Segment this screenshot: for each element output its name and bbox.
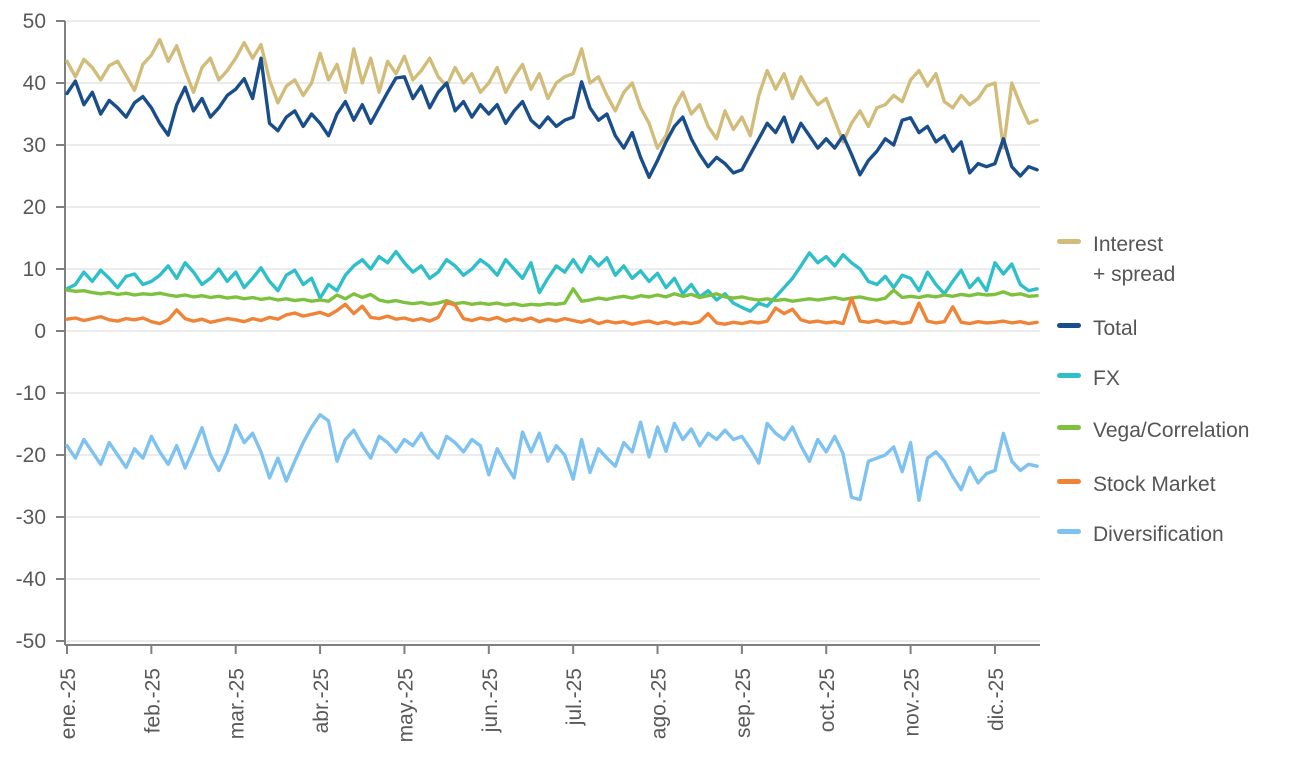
y-axis-label: -20 [16, 444, 46, 467]
x-axis-label: feb.-25 [141, 668, 164, 733]
y-axis-label: 40 [23, 72, 46, 95]
x-axis-label: ene.-25 [57, 668, 80, 739]
legend-swatch [1057, 373, 1081, 378]
x-axis-label: nov.-25 [901, 668, 924, 737]
x-axis-label: may.-25 [394, 668, 417, 742]
legend-label: Vega/Correlation [1093, 419, 1250, 442]
legend-swatch [1057, 529, 1081, 534]
y-axis-label: -40 [16, 568, 46, 591]
series-line-stock-market [65, 296, 1039, 326]
y-axis-label: 30 [23, 134, 46, 157]
y-axis-label: -50 [16, 630, 46, 653]
legend-swatch [1057, 239, 1081, 244]
x-axis-label: jun.-25 [479, 668, 502, 733]
series-line-total [65, 56, 1039, 179]
legend-item-diversification: Diversification [1057, 520, 1224, 550]
legend-label: FX [1093, 367, 1120, 390]
x-axis-label: abr.-25 [310, 668, 333, 733]
y-axis-label: 20 [23, 196, 46, 219]
chart-legend: Interest + spread Total FX Vega/Correlation… [1057, 0, 1300, 760]
legend-item-fx: FX [1057, 364, 1120, 394]
legend-label: Interest + spread [1093, 233, 1176, 286]
legend-item-stock-market: Stock Market [1057, 470, 1216, 500]
legend-item-total: Total [1057, 314, 1137, 344]
y-axis-label: 10 [23, 258, 46, 281]
series-line-diversification [65, 413, 1039, 502]
legend-swatch [1057, 323, 1081, 328]
x-axis-label: sep.-25 [732, 668, 755, 738]
x-axis-label: mar.-25 [226, 668, 249, 739]
legend-item-vega-correlation: Vega/Correlation [1057, 416, 1249, 446]
y-axis-label: -30 [16, 506, 46, 529]
x-axis-label: ago.-25 [648, 668, 671, 739]
x-axis-label: jul.-25 [563, 668, 586, 726]
legend-swatch [1057, 425, 1081, 430]
legend-item-interest: Interest + spread [1057, 230, 1175, 290]
legend-label: Stock Market [1093, 473, 1216, 496]
series-line-fx [65, 249, 1039, 313]
legend-label: Total [1093, 317, 1138, 340]
y-axis-label: 0 [34, 320, 46, 343]
x-axis-label: oct.-25 [816, 668, 839, 732]
series-line-interest [65, 37, 1039, 150]
series-line-vega-correlation [65, 287, 1039, 308]
plot-area: 50 40 30 20 10 0 -10 -20 -30 -40 -50 ene.-25 feb.-25… [16, 10, 1040, 742]
y-axis-label: -10 [16, 382, 46, 405]
x-axis-label: dic.-25 [985, 668, 1008, 731]
legend-label: Diversification [1093, 523, 1224, 546]
y-axis-label: 50 [23, 10, 46, 33]
legend-swatch [1057, 479, 1081, 484]
